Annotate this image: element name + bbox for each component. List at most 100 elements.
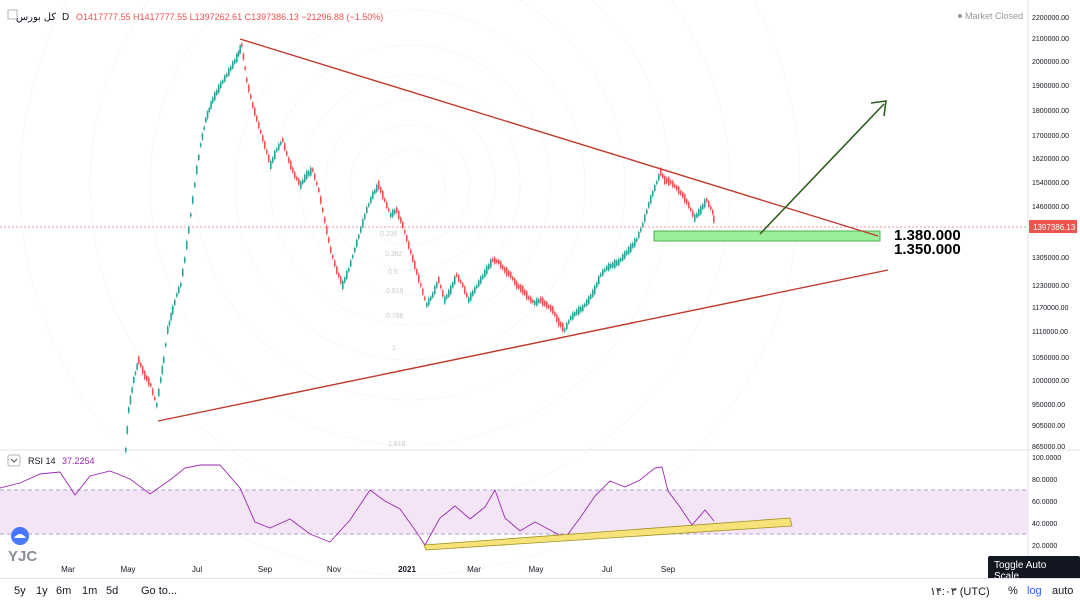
range-1m-button[interactable]: 1m [82,585,98,597]
candle-body [444,296,446,304]
range-5y-button[interactable]: 5y [14,585,26,597]
candle-body [680,190,682,195]
candle-body [222,80,224,84]
candle-body [386,202,388,208]
symbol-name[interactable]: کل بورس [16,12,56,23]
collapse-icon[interactable] [7,9,18,20]
rsi-tick-label: 60.0000 [1032,499,1057,506]
time-tick-label: Mar [467,565,481,574]
price-tick-label: 905000.00 [1032,423,1065,430]
candle-body [194,183,196,187]
candle-body [390,213,392,217]
fib-circle [269,44,551,326]
candle-body [414,261,416,269]
target-arrow[interactable] [759,103,885,235]
candle-body [672,181,674,187]
rsi-trend-zone[interactable] [423,517,793,551]
candle-body [276,148,278,152]
candle-body [210,101,212,109]
main-pane[interactable] [0,0,1028,450]
candle-body [388,208,390,212]
candle-body [478,280,480,287]
rsi-axis[interactable]: 100.0000 80.0000 60.0000 40.0000 20.0000 [1032,455,1061,550]
candle-body [476,285,478,289]
interval[interactable]: D [62,12,69,23]
candle-body [552,306,554,314]
candle-body [294,172,296,178]
candle-body [338,273,340,277]
candle-body [616,260,618,266]
candle-body [318,188,320,192]
goto-button[interactable]: Go to... [141,585,178,597]
rsi-label[interactable]: RSI 14 [28,456,56,466]
range-6m-button[interactable]: 6m [56,585,72,597]
candle-body [270,161,272,169]
candle-body [612,262,614,268]
candle-body [440,285,442,289]
range-5d-button[interactable]: 5d [106,585,119,597]
candle-body [702,204,704,210]
candle-body [334,260,336,267]
lower-trendline[interactable] [157,269,889,422]
candle-body [392,209,394,217]
candle-body [570,316,572,320]
candle-body [364,214,366,220]
percent-toggle[interactable]: % [1008,585,1018,597]
candle-body [424,296,426,300]
auto-toggle[interactable]: auto [1052,585,1074,597]
candle-body [474,287,476,293]
candle-body [582,305,584,311]
price-axis[interactable]: 2200000.00 2100000.00 2000000.00 1900000.00… [1032,15,1069,451]
candle-body [125,448,127,452]
fib-circle [324,99,496,271]
candle-body [418,274,420,283]
candle-body [504,267,506,273]
upper-trendline[interactable] [239,38,879,237]
candle-body [602,269,604,276]
rsi-band [0,490,1028,534]
time-axis[interactable]: Mar May Jul Sep Nov 2021 Mar May Jul Sep [61,565,676,574]
candle-body [636,238,638,242]
candle-body [666,178,668,184]
candle-body [452,282,454,288]
bottom-toolbar: 5y 1y 6m 1m 5d Go to... ۱۴:۰۳ (UTC) % lo… [0,578,1080,605]
candle-body [236,54,238,62]
market-status: Market Closed [965,11,1023,21]
candle-body [706,198,708,202]
candle-body [129,396,132,404]
candle-body [656,181,658,185]
candle-body [456,273,458,277]
candle-body [206,111,209,119]
candle-body [224,75,226,82]
candle-body [546,302,548,308]
candles [125,42,715,454]
candle-body [564,328,566,332]
candle-body [310,167,312,176]
log-toggle[interactable]: log [1027,585,1042,597]
time-display[interactable]: ۱۴:۰۳ (UTC) [930,586,990,598]
rsi-tick-label: 40.0000 [1032,521,1057,528]
candle-body [586,299,588,306]
candle-body [326,226,328,234]
candle-body [606,266,608,270]
candle-body [314,173,316,180]
candle-body [196,166,198,174]
candle-body [378,181,380,189]
candle-body [239,45,241,54]
range-1y-button[interactable]: 1y [36,585,48,597]
candle-body [682,192,684,198]
candle-body [506,267,508,276]
candle-body [446,294,448,299]
candle-body [466,293,468,297]
candle-body [172,306,174,314]
candle-body [198,155,200,160]
rsi-collapse-icon[interactable] [7,454,21,467]
candle-body [262,135,264,142]
candle-body [161,366,164,374]
candle-body [438,277,440,283]
rsi-value: 37.2254 [62,456,95,466]
candle-body [534,301,536,305]
support-zone[interactable] [653,230,881,242]
fib-circle [349,124,471,246]
